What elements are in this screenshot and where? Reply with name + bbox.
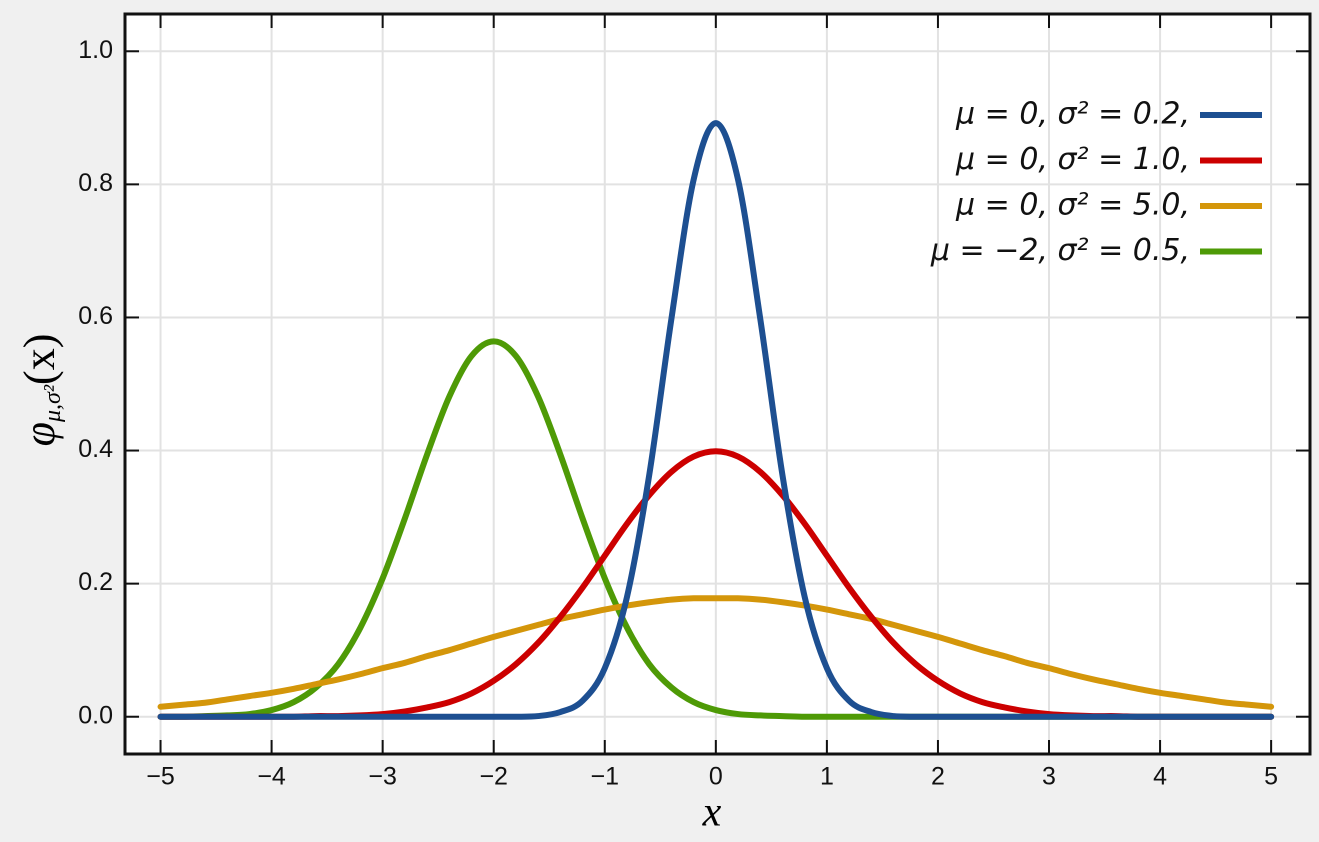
y-label-arg: (x) xyxy=(15,334,64,385)
x-tick-label: −5 xyxy=(146,763,175,791)
x-tick-label: 5 xyxy=(1264,763,1278,791)
y-tick-label: 0.8 xyxy=(78,169,113,197)
x-tick-label: 4 xyxy=(1153,763,1167,791)
x-axis-label: x xyxy=(702,790,722,836)
legend-label: μ = 0, σ² = 0.2, xyxy=(955,97,1190,132)
x-tick-label: 0 xyxy=(709,763,723,791)
x-tick-label: 1 xyxy=(820,763,834,791)
x-tick-label: −1 xyxy=(591,763,620,791)
curve xyxy=(157,120,1275,720)
x-tick-label: −4 xyxy=(257,763,286,791)
y-label-main: φ xyxy=(15,422,64,446)
legend-label: μ = −2, σ² = 0.5, xyxy=(930,233,1190,268)
y-tick-label: 0.2 xyxy=(78,568,113,596)
y-axis-label: φμ,σ²(x) xyxy=(15,334,65,447)
plot-area xyxy=(125,14,1310,754)
x-tick-label: −3 xyxy=(368,763,397,791)
x-tick-label: −2 xyxy=(479,763,508,791)
legend-label: μ = 0, σ² = 1.0, xyxy=(955,142,1190,177)
x-tick-label: 2 xyxy=(931,763,945,791)
y-tick-label: 0.6 xyxy=(78,302,113,330)
plot-frame xyxy=(123,12,1312,756)
y-label-sub: μ,σ² xyxy=(40,384,66,423)
y-tick-label: 0.0 xyxy=(78,701,113,729)
y-tick-label: 1.0 xyxy=(78,36,113,64)
x-tick-label: 3 xyxy=(1042,763,1056,791)
curve xyxy=(157,595,1275,710)
y-tick-label: 0.4 xyxy=(78,435,113,463)
legend-label: μ = 0, σ² = 5.0, xyxy=(955,188,1190,223)
